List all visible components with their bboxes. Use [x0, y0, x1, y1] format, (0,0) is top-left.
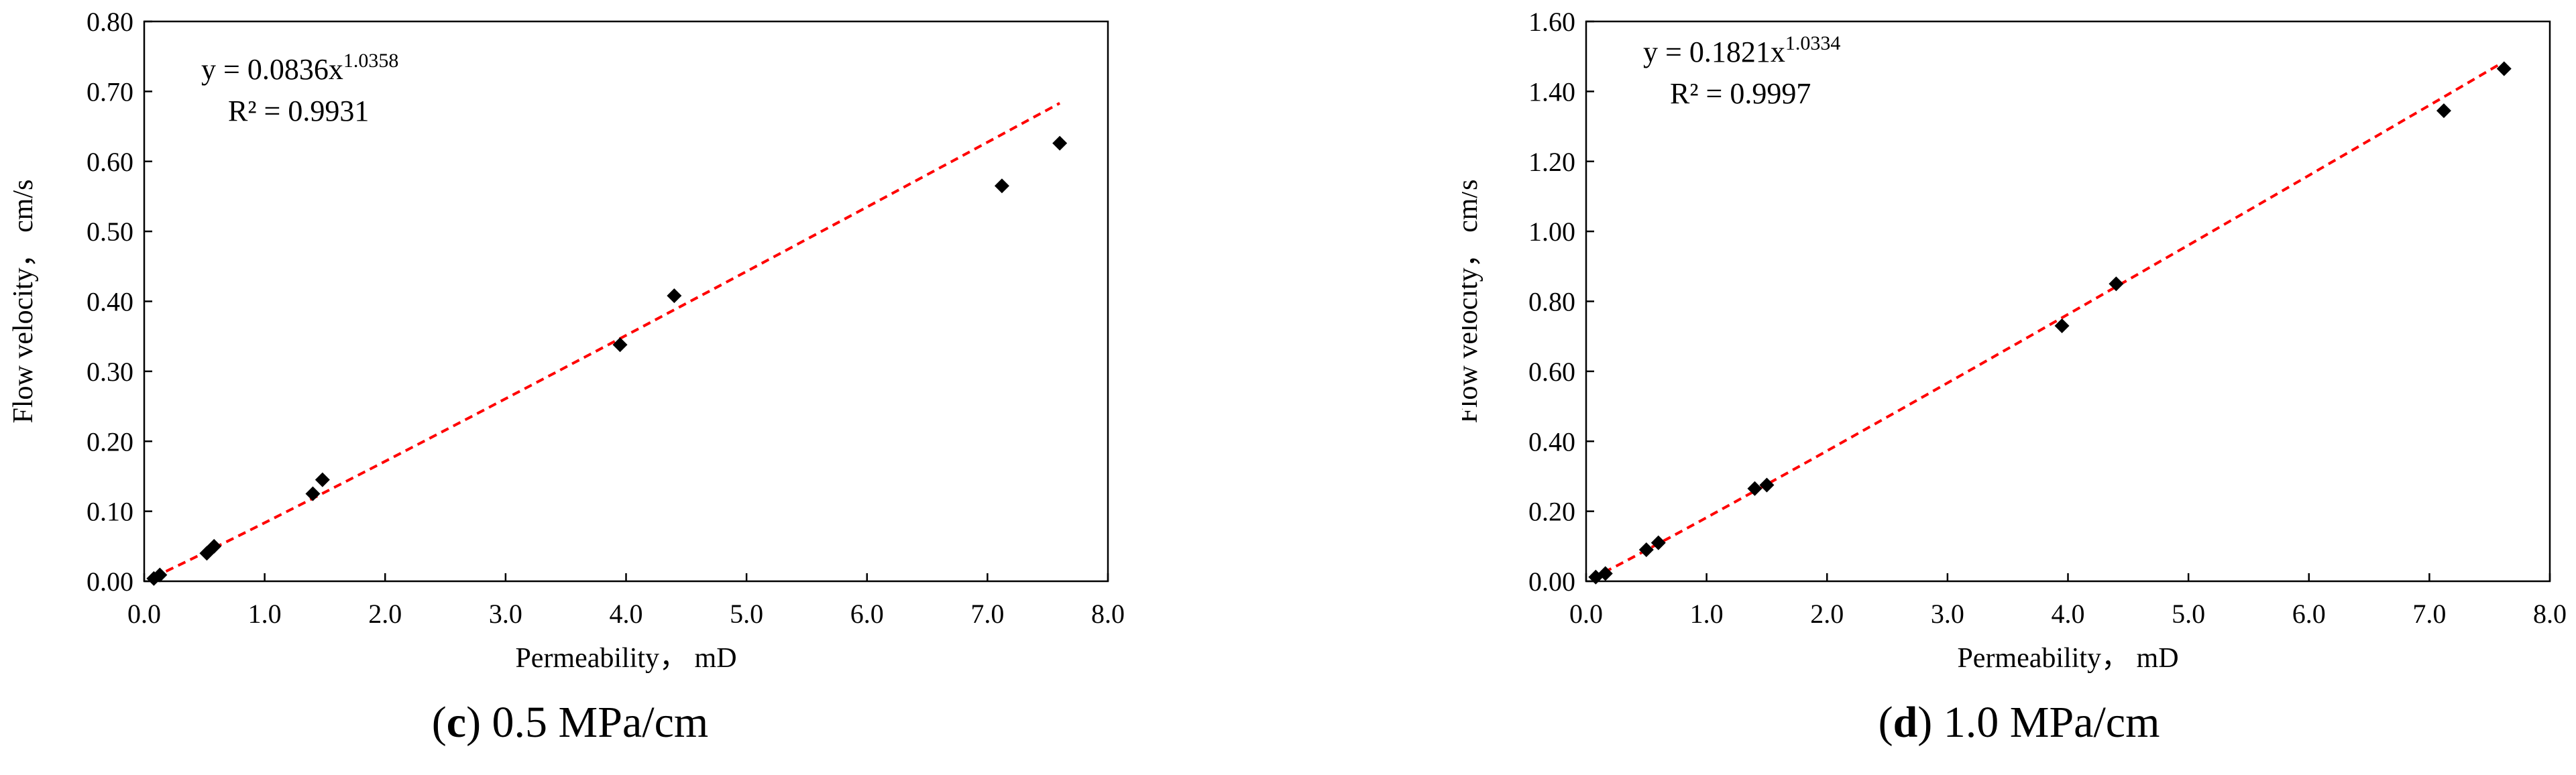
chart-c-x-tick-label: 2.0 — [368, 599, 402, 629]
chart-d-y-tick-label: 1.00 — [1528, 217, 1575, 247]
chart-d-x-tick-label: 4.0 — [2052, 599, 2085, 629]
chart-c-x-tick-label: 3.0 — [489, 599, 522, 629]
caption-c: (c) 0.5 MPa/cm — [431, 698, 709, 747]
chart-c-x-tick-label: 0.0 — [127, 599, 161, 629]
caption-d-letter: d — [1893, 698, 1918, 747]
chart-d-x-axis-label: Permeability， mD — [1957, 643, 2178, 674]
chart-c-data-point — [994, 178, 1009, 194]
chart-panel-c: 0.00 0.10 0.20 0.30 0.40 0.50 0.60 0.70 0.80 0.0 1… — [0, 0, 1140, 775]
chart-d-trendline — [1591, 62, 2503, 580]
chart-c-trend-equation: y = 0.0836x1.0358 — [201, 50, 398, 86]
chart-c-x-tick-label: 1.0 — [248, 599, 282, 629]
chart-d-y-tick-label: 1.60 — [1528, 7, 1575, 37]
chart-d-y-axis-label: Flow velocity， cm/s — [1462, 180, 1483, 424]
chart-d-data-point — [2109, 276, 2124, 292]
chart-panel-d: 0.00 0.20 0.40 0.60 0.80 1.00 1.20 1.40 1.60 0.0 1… — [1462, 0, 2576, 775]
chart-d-data-point — [1650, 535, 1666, 550]
caption-c-letter: c — [446, 698, 467, 747]
chart-c: 0.00 0.10 0.20 0.30 0.40 0.50 0.60 0.70 0.80 0.0 1… — [8, 7, 1125, 674]
chart-c-y-axis-label: Flow velocity， cm/s — [8, 180, 39, 424]
chart-d-x-tick-label: 2.0 — [1810, 599, 1844, 629]
chart-d-y-tick-label: 0.20 — [1528, 497, 1575, 527]
chart-c-data-point — [315, 472, 330, 487]
chart-d-x-tick-label: 7.0 — [2412, 599, 2446, 629]
chart-c-trend-equation-base: y = 0.0836x — [201, 53, 343, 86]
chart-d-x-tick-label: 8.0 — [2533, 599, 2567, 629]
chart-c-x-tick-label: 7.0 — [970, 599, 1004, 629]
chart-c-data-point — [152, 567, 168, 583]
caption-c-text: 0.5 MPa/cm — [481, 698, 709, 747]
chart-d-x-tick-label: 5.0 — [2172, 599, 2205, 629]
chart-d-data-point — [2054, 318, 2070, 334]
chart-c-y-tick-label: 0.30 — [87, 357, 133, 387]
chart-c-y-tick-label: 0.70 — [87, 76, 133, 107]
chart-d-trend-equation-exponent: 1.0334 — [1785, 32, 1841, 54]
chart-d-data-point — [1638, 542, 1654, 558]
chart-c-y-tick-label: 0.80 — [87, 7, 133, 37]
chart-c-y-tick-label: 0.60 — [87, 147, 133, 177]
chart-c-x-tick-label: 6.0 — [850, 599, 884, 629]
chart-d-data-point — [1588, 569, 1604, 585]
chart-d-data-point — [1759, 477, 1775, 493]
chart-c-data-point — [305, 486, 321, 501]
chart-d-data-point — [2436, 103, 2451, 119]
chart-d-data-point — [1598, 566, 1613, 581]
chart-d-y-tick-label: 0.80 — [1528, 287, 1575, 317]
chart-c-x-axis-label: Permeability， mD — [515, 643, 736, 674]
chart-d: 0.00 0.20 0.40 0.60 0.80 1.00 1.20 1.40 1.60 0.0 1… — [1462, 7, 2567, 674]
chart-d-y-tick-label: 0.00 — [1528, 567, 1575, 597]
chart-d-x-tick-label: 0.0 — [1569, 599, 1603, 629]
chart-c-data-point — [1052, 135, 1068, 151]
chart-c-y-tick-label: 0.00 — [87, 567, 133, 597]
chart-c-y-tick-label: 0.50 — [87, 217, 133, 247]
chart-c-x-tick-label: 8.0 — [1091, 599, 1125, 629]
chart-d-data-point — [1747, 481, 1762, 496]
chart-c-trendline — [153, 102, 1061, 579]
caption-d: (d) 1.0 MPa/cm — [1878, 698, 2160, 747]
chart-c-data-point — [612, 337, 628, 353]
chart-c-x-tick-label: 4.0 — [610, 599, 643, 629]
caption-d-text: 1.0 MPa/cm — [1932, 698, 2160, 747]
chart-d-y-tick-label: 0.60 — [1528, 357, 1575, 387]
chart-d-r-squared: R² = 0.9997 — [1670, 77, 1811, 110]
chart-c-y-tick-label: 0.40 — [87, 287, 133, 317]
chart-d-trend-equation-base: y = 0.1821x — [1643, 36, 1785, 68]
chart-d-y-tick-label: 0.40 — [1528, 426, 1575, 457]
chart-d-x-tick-label: 3.0 — [1931, 599, 1964, 629]
chart-c-r-squared: R² = 0.9931 — [228, 95, 369, 127]
chart-c-x-tick-label: 5.0 — [730, 599, 763, 629]
chart-c-data-point — [667, 288, 682, 304]
chart-d-y-tick-label: 1.40 — [1528, 76, 1575, 107]
chart-d-trend-equation: y = 0.1821x1.0334 — [1643, 32, 1840, 68]
chart-c-trend-equation-exponent: 1.0358 — [343, 50, 399, 72]
chart-c-y-tick-label: 0.20 — [87, 426, 133, 457]
chart-d-x-tick-label: 1.0 — [1690, 599, 1724, 629]
chart-c-data-point — [207, 538, 222, 554]
chart-c-y-tick-label: 0.10 — [87, 497, 133, 527]
chart-d-y-tick-label: 1.20 — [1528, 147, 1575, 177]
chart-d-x-tick-label: 6.0 — [2292, 599, 2326, 629]
chart-d-data-point — [2496, 61, 2512, 76]
